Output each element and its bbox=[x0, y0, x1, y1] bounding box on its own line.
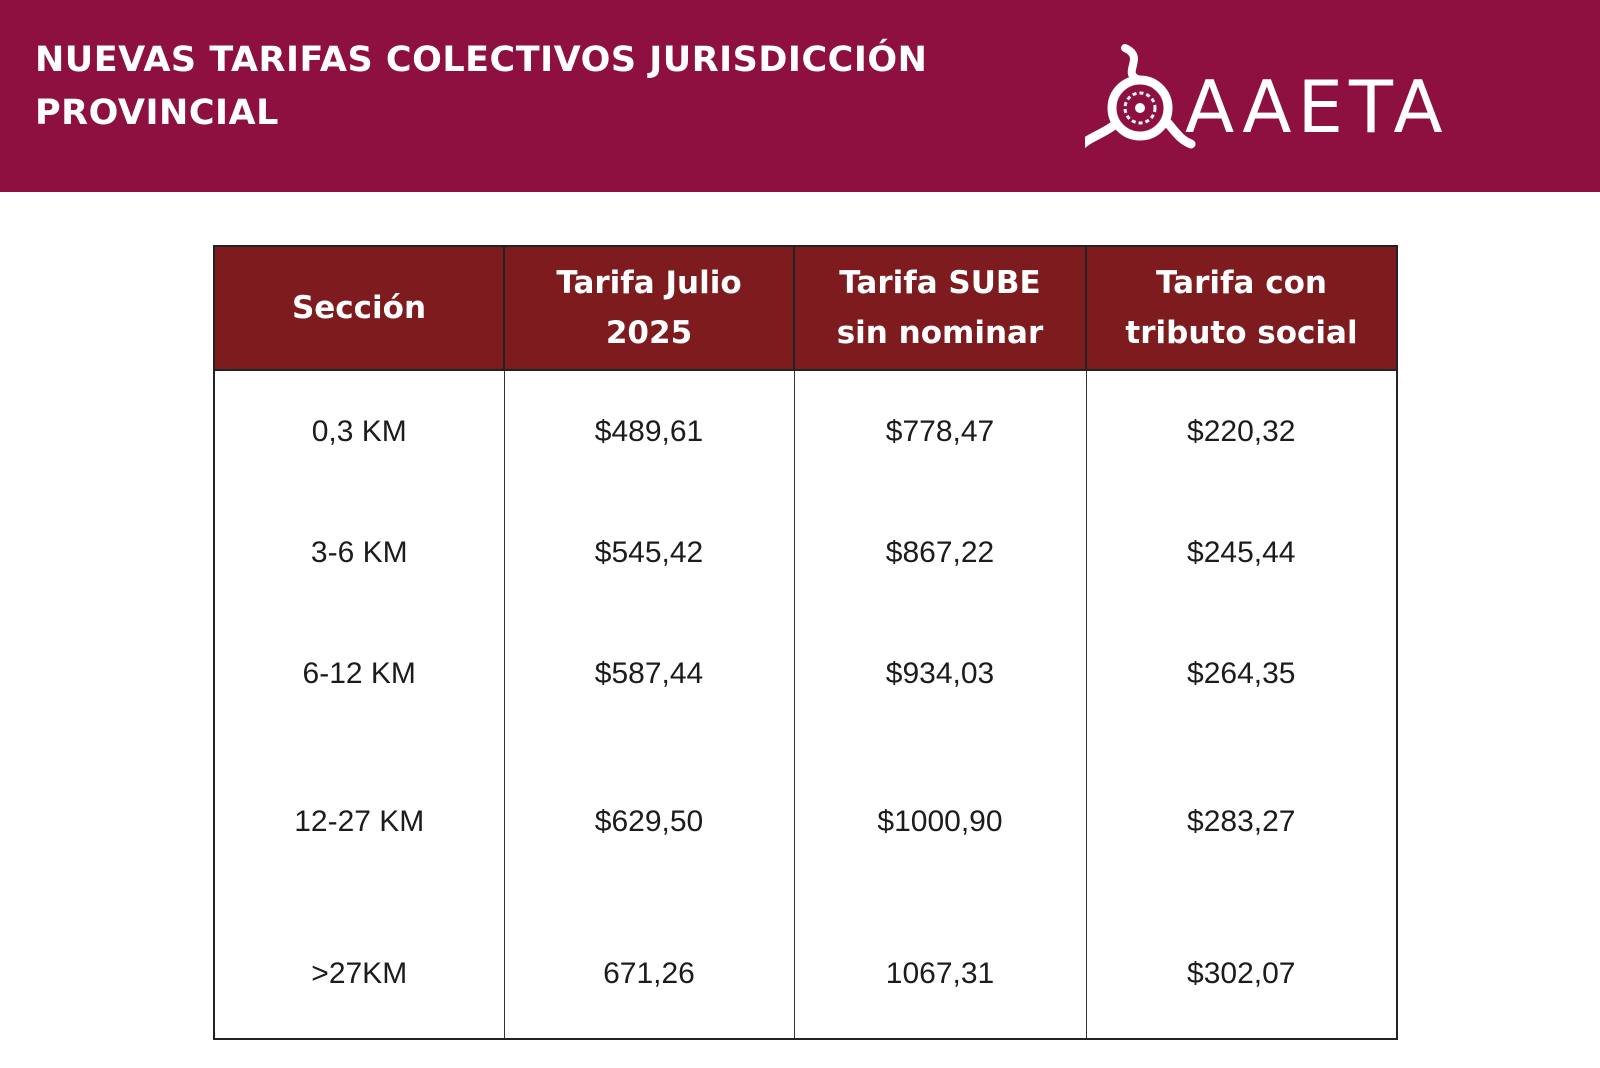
table-row: 6-12 KM $587,44 $934,03 $264,35 bbox=[213, 613, 1398, 734]
page-title: NUEVAS TARIFAS COLECTIVOS JURISDICCIÓN P… bbox=[35, 34, 1035, 140]
column-header-label: sin nominar bbox=[836, 315, 1044, 351]
column-header-label: Tarifa SUBE bbox=[839, 265, 1041, 301]
header-banner: NUEVAS TARIFAS COLECTIVOS JURISDICCIÓN P… bbox=[0, 0, 1600, 192]
cell-tarifa-tributo-social: $220,32 bbox=[1085, 370, 1398, 492]
cell-tarifa-julio: $629,50 bbox=[503, 734, 795, 910]
cell-tarifa-sube: $934,03 bbox=[793, 613, 1087, 734]
column-header-label: Tarifa con bbox=[1156, 265, 1327, 301]
cell-tarifa-julio: $587,44 bbox=[503, 613, 795, 734]
cell-seccion: 0,3 KM bbox=[213, 370, 505, 492]
page-title-line-1: NUEVAS TARIFAS COLECTIVOS JURISDICCIÓN bbox=[35, 40, 928, 80]
column-header-label: 2025 bbox=[605, 315, 693, 351]
table-row: 12-27 KM $629,50 $1000,90 $283,27 bbox=[213, 734, 1398, 910]
cell-tarifa-sube: $1000,90 bbox=[793, 734, 1087, 910]
cell-tarifa-sube: $778,47 bbox=[793, 370, 1087, 492]
fare-table: Sección Tarifa Julio 2025 Tarifa SUBE si… bbox=[213, 245, 1398, 1040]
cell-tarifa-julio: $545,42 bbox=[503, 492, 795, 613]
cell-tarifa-sube: $867,22 bbox=[793, 492, 1087, 613]
column-header-tarifa-sube: Tarifa SUBE sin nominar bbox=[793, 246, 1087, 371]
page-title-line-2: PROVINCIAL bbox=[35, 93, 279, 133]
table-header-row: Sección Tarifa Julio 2025 Tarifa SUBE si… bbox=[213, 246, 1398, 371]
cell-tarifa-julio: $489,61 bbox=[503, 370, 795, 492]
cell-tarifa-tributo-social: $283,27 bbox=[1085, 734, 1398, 910]
column-header-label: Sección bbox=[291, 290, 427, 326]
column-header-seccion: Sección bbox=[213, 246, 505, 371]
cell-seccion: 6-12 KM bbox=[213, 613, 505, 734]
cell-seccion: >27KM bbox=[213, 910, 505, 1039]
table-row: >27KM 671,26 1067,31 $302,07 bbox=[213, 910, 1398, 1039]
cell-tarifa-tributo-social: $245,44 bbox=[1085, 492, 1398, 613]
cell-tarifa-julio: 671,26 bbox=[503, 910, 795, 1039]
cell-seccion: 12-27 KM bbox=[213, 734, 505, 910]
cell-tarifa-tributo-social: $302,07 bbox=[1085, 910, 1398, 1039]
aaeta-emblem-icon bbox=[1085, 44, 1196, 149]
column-header-label: Tarifa Julio bbox=[556, 265, 742, 301]
column-header-tarifa-tributo-social: Tarifa con tributo social bbox=[1085, 246, 1398, 371]
table-row: 3-6 KM $545,42 $867,22 $245,44 bbox=[213, 492, 1398, 613]
aaeta-logo: AAETA bbox=[1085, 40, 1545, 160]
column-header-tarifa-julio: Tarifa Julio 2025 bbox=[503, 246, 795, 371]
cell-seccion: 3-6 KM bbox=[213, 492, 505, 613]
table-row: 0,3 KM $489,61 $778,47 $220,32 bbox=[213, 370, 1398, 492]
cell-tarifa-sube: 1067,31 bbox=[793, 910, 1087, 1039]
cell-tarifa-tributo-social: $264,35 bbox=[1085, 613, 1398, 734]
logo-wordmark: AAETA bbox=[1185, 65, 1449, 149]
column-header-label: tributo social bbox=[1125, 315, 1358, 351]
